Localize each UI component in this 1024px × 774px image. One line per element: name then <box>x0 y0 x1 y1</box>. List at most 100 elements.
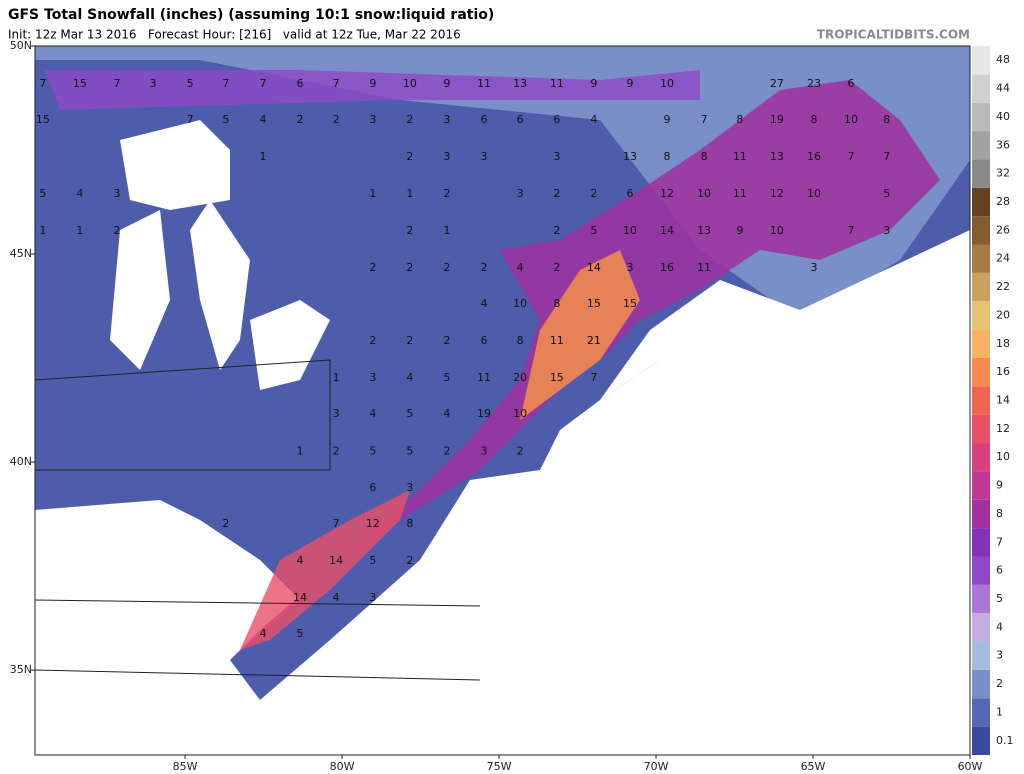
colorbar-label: 28 <box>996 195 1010 208</box>
snow-label: 1 <box>296 444 303 457</box>
snow-label: 5 <box>406 407 413 420</box>
snow-label: 9 <box>736 224 743 237</box>
title: GFS Total Snowfall (inches) (assuming 10… <box>8 7 494 23</box>
snow-label: 2 <box>333 444 340 457</box>
snow-label: 5 <box>296 627 303 640</box>
snow-label: 6 <box>517 113 524 126</box>
snow-label: 4 <box>480 297 487 310</box>
colorbar-label: 5 <box>996 592 1003 605</box>
snow-label: 10 <box>513 407 527 420</box>
snow-label: 3 <box>150 77 157 90</box>
snow-label: 5 <box>222 113 229 126</box>
colorbar-label: 6 <box>996 564 1003 577</box>
x-tick-label: 70W <box>644 760 669 773</box>
snow-label: 8 <box>701 150 708 163</box>
colorbar-swatch <box>972 414 990 444</box>
snow-label: 2 <box>517 444 524 457</box>
snow-label: 2 <box>443 187 450 200</box>
snow-label: 3 <box>369 591 376 604</box>
snow-label: 3 <box>517 187 524 200</box>
colorbar-label: 26 <box>996 223 1010 236</box>
snow-label: 2 <box>222 517 229 530</box>
snow-label: 11 <box>550 334 564 347</box>
y-tick-label: 35N <box>10 663 32 676</box>
colorbar-label: 48 <box>996 53 1010 66</box>
snow-label: 14 <box>293 591 307 604</box>
snow-label: 10 <box>770 224 784 237</box>
snow-label: 14 <box>660 224 674 237</box>
snow-label: 3 <box>369 113 376 126</box>
snow-label: 10 <box>403 77 417 90</box>
colorbar-swatch <box>972 357 990 387</box>
snow-label: 9 <box>369 77 376 90</box>
y-tick-label: 50N <box>10 39 32 52</box>
snow-label: 2 <box>406 113 413 126</box>
snow-label: 1 <box>259 150 266 163</box>
colorbar-label: 44 <box>996 82 1010 95</box>
snow-label: 12 <box>770 187 784 200</box>
colorbar-swatch <box>972 159 990 188</box>
x-tick-label: 65W <box>801 760 826 773</box>
colorbar-swatch <box>972 443 990 472</box>
snow-label: 16 <box>807 150 821 163</box>
snow-label: 1 <box>76 224 83 237</box>
snow-label: 8 <box>553 297 560 310</box>
colorbar-swatch <box>972 528 990 557</box>
snow-label: 10 <box>844 113 858 126</box>
snow-label: 2 <box>553 187 560 200</box>
snow-label: 6 <box>480 334 487 347</box>
snow-label: 7 <box>39 77 46 90</box>
snow-label: 19 <box>477 407 491 420</box>
snow-label: 13 <box>770 150 784 163</box>
snow-label: 8 <box>810 113 817 126</box>
snow-label: 2 <box>406 150 413 163</box>
snow-label: 6 <box>296 77 303 90</box>
snow-label: 2 <box>369 261 376 274</box>
snow-label: 15 <box>36 113 50 126</box>
colorbar-label: 36 <box>996 138 1010 151</box>
snow-label: 1 <box>406 187 413 200</box>
colorbar-label: 32 <box>996 167 1010 180</box>
colorbar-label: 7 <box>996 535 1003 548</box>
snow-label: 7 <box>222 77 229 90</box>
snow-label: 7 <box>848 150 855 163</box>
y-tick-label: 40N <box>10 455 32 468</box>
x-tick-label: 85W <box>173 760 198 773</box>
snow-label: 4 <box>296 554 303 567</box>
snow-label: 2 <box>406 261 413 274</box>
snow-label: 7 <box>259 77 266 90</box>
snow-label: 27 <box>770 77 784 90</box>
snow-label: 8 <box>406 517 413 530</box>
snow-label: 1 <box>39 224 46 237</box>
snow-label: 2 <box>443 444 450 457</box>
snow-label: 3 <box>480 150 487 163</box>
snow-label: 5 <box>369 444 376 457</box>
snow-label: 20 <box>513 371 527 384</box>
snow-label: 14 <box>587 261 601 274</box>
snow-label: 9 <box>664 113 671 126</box>
snow-label: 10 <box>660 77 674 90</box>
snow-label: 4 <box>259 627 266 640</box>
snow-label: 11 <box>733 187 747 200</box>
snow-label: 4 <box>443 407 450 420</box>
snow-label: 4 <box>333 591 340 604</box>
x-tick-label: 60W <box>958 760 983 773</box>
snow-label: 8 <box>664 150 671 163</box>
snow-label: 15 <box>550 371 564 384</box>
snow-label: 10 <box>807 187 821 200</box>
snow-label: 9 <box>626 77 633 90</box>
snow-label: 3 <box>480 444 487 457</box>
colorbar-swatch <box>972 46 990 75</box>
snow-label: 3 <box>369 371 376 384</box>
snow-label: 7 <box>848 224 855 237</box>
colorbar-swatch <box>972 301 990 330</box>
snow-label: 15 <box>73 77 87 90</box>
snow-label: 5 <box>406 444 413 457</box>
colorbar-swatch <box>972 102 990 132</box>
colorbar-label: 40 <box>996 110 1010 123</box>
site: TROPICALTIDBITS.COM <box>817 28 970 42</box>
snow-label: 3 <box>443 113 450 126</box>
colorbar-swatch <box>972 244 990 273</box>
snow-label: 4 <box>259 113 266 126</box>
snow-label: 5 <box>39 187 46 200</box>
